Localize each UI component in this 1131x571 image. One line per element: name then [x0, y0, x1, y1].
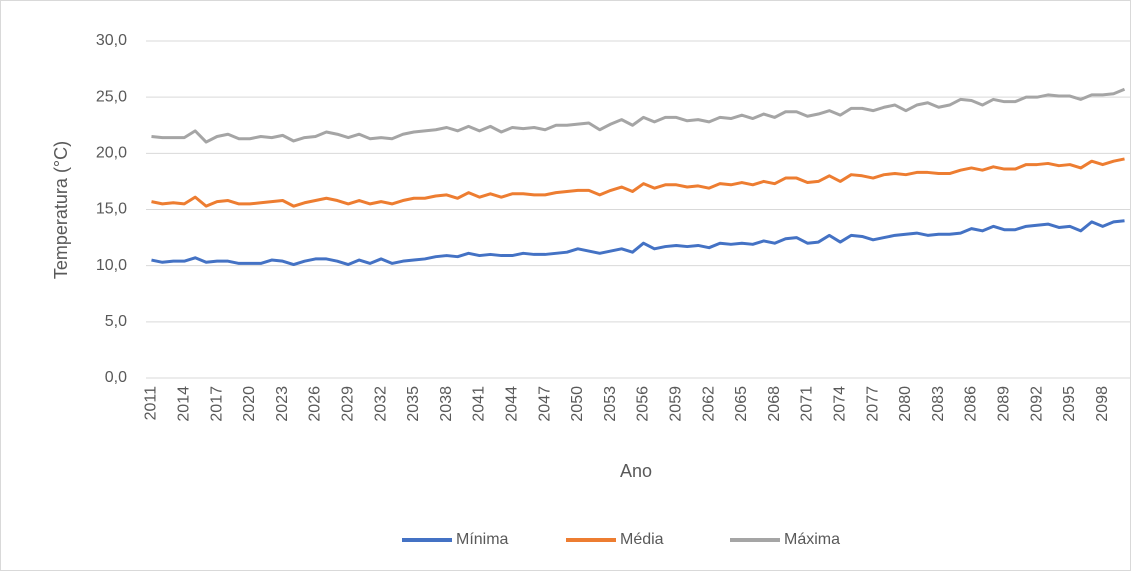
x-tick-label: 2071 — [799, 386, 816, 422]
x-tick-label: 2065 — [733, 386, 750, 422]
x-tick-label: 2068 — [766, 386, 783, 422]
y-tick-label: 30,0 — [96, 32, 127, 49]
legend-label: Média — [620, 531, 664, 548]
x-tick-label: 2086 — [963, 386, 980, 422]
line-series — [151, 157, 1125, 208]
x-tick-label: 2074 — [831, 386, 848, 422]
y-tick-label: 25,0 — [96, 88, 127, 105]
x-tick-label: 2077 — [864, 386, 881, 422]
x-tick-label: 2041 — [471, 386, 488, 422]
x-tick-label: 2080 — [897, 386, 914, 422]
x-tick-label: 2050 — [569, 386, 586, 422]
x-axis-title: Ano — [620, 461, 652, 481]
x-tick-label: 2044 — [503, 386, 520, 422]
y-axis-title: Temperatura (°C) — [51, 141, 71, 279]
y-tick-label: 20,0 — [96, 145, 127, 162]
x-tick-label: 2038 — [438, 386, 455, 422]
x-tick-label: 2014 — [175, 386, 192, 422]
x-tick-label: 2023 — [274, 386, 291, 422]
legend-label: Máxima — [784, 531, 840, 548]
y-tick-label: 0,0 — [105, 369, 127, 386]
y-tick-label: 10,0 — [96, 257, 127, 274]
legend-label: Mínima — [456, 531, 509, 548]
x-tick-label: 2047 — [536, 386, 553, 422]
x-tick-label: 2020 — [241, 386, 258, 422]
y-tick-label: 15,0 — [96, 201, 127, 218]
y-tick-label: 5,0 — [105, 313, 127, 330]
x-tick-label: 2056 — [635, 386, 652, 422]
line-series — [151, 219, 1125, 267]
x-tick-label: 2092 — [1028, 386, 1045, 422]
x-tick-label: 2035 — [405, 386, 422, 422]
x-tick-label: 2062 — [700, 386, 717, 422]
line-series — [151, 87, 1126, 144]
x-tick-label: 2059 — [667, 386, 684, 422]
x-tick-label: 2098 — [1094, 386, 1111, 422]
x-tick-label: 2032 — [372, 386, 389, 422]
x-tick-label: 2095 — [1061, 386, 1078, 422]
x-tick-label: 2017 — [208, 386, 225, 422]
x-tick-label: 2089 — [995, 386, 1012, 422]
x-tick-label: 2011 — [143, 386, 160, 421]
x-tick-label: 2029 — [339, 386, 356, 422]
x-tick-label: 2053 — [602, 386, 619, 422]
x-tick-label: 2083 — [930, 386, 947, 422]
x-tick-label: 2026 — [307, 386, 324, 422]
